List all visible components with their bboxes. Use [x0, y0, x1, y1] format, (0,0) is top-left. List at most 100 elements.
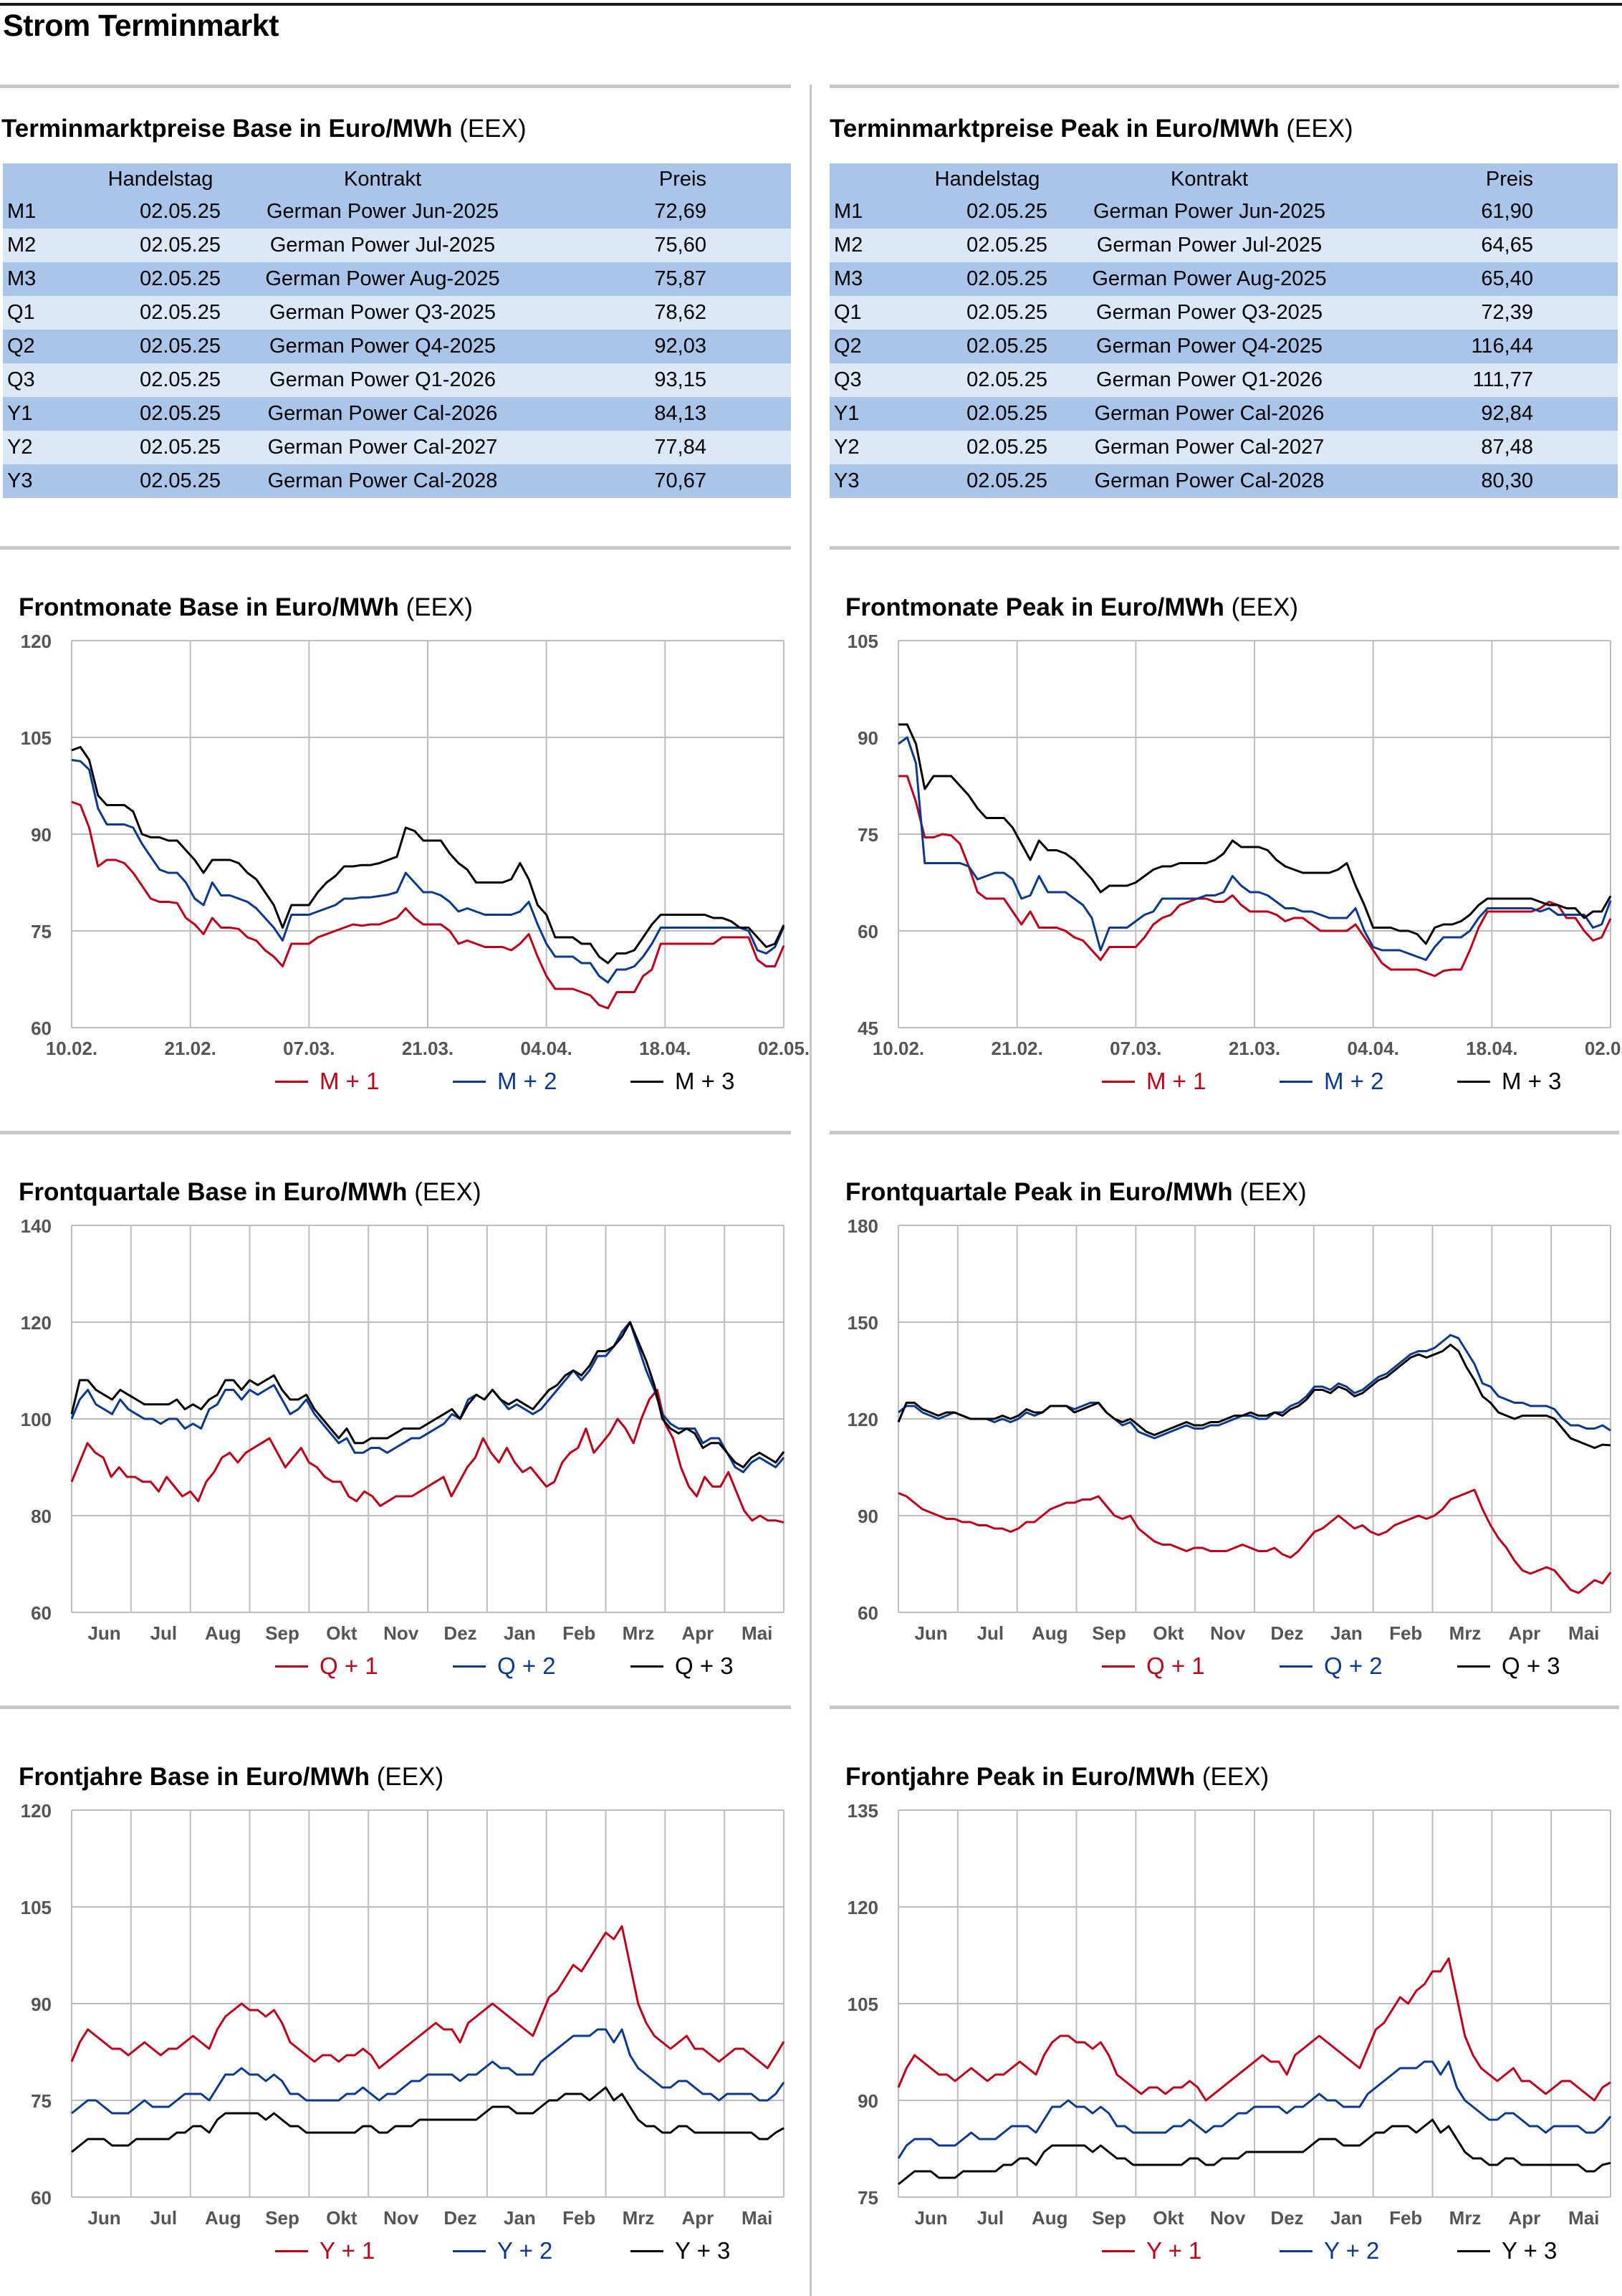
x-tick-label: Okt	[1153, 1622, 1184, 1644]
row-contract: German Power Q3-2025	[1059, 296, 1360, 330]
legend-item-3: Q + 3	[630, 1652, 808, 1680]
x-tick-label: Feb	[562, 1622, 595, 1644]
chart-title-source: (EEX)	[406, 593, 473, 621]
series-line-3	[897, 1344, 1611, 1449]
x-tick-label: 21.02.	[165, 1038, 216, 1059]
row-date: 02.05.25	[89, 464, 232, 498]
x-tick-label: Aug	[205, 2207, 241, 2229]
row-price: 72,69	[533, 195, 791, 229]
x-tick-label: Nov	[1210, 1622, 1246, 1644]
x-tick-label: Mai	[1568, 1622, 1599, 1644]
chart-frontjahre-peak: 75 90 105 120 135 Jun Jul Aug Sep Okt Nov Dez Jan Feb…	[848, 1800, 1612, 2229]
peak-table-title-source: (EEX)	[1286, 115, 1353, 143]
legend-item-2: M + 2	[1280, 1068, 1457, 1095]
separator-fy-left	[0, 1706, 791, 1709]
y-tick-label: 105	[21, 727, 52, 749]
table-row: Q2 02.05.25 German Power Q4-2025 116,44	[830, 330, 1618, 363]
table-row: Q1 02.05.25 German Power Q3-2025 78,62	[3, 296, 791, 330]
series-line-2	[71, 759, 785, 984]
row-date: 02.05.25	[916, 262, 1059, 296]
x-tick-label: Jul	[977, 2207, 1004, 2229]
row-code: Q1	[3, 296, 89, 330]
x-tick-label: 21.03.	[402, 1038, 454, 1059]
legend-label: Q + 3	[675, 1652, 734, 1679]
legend-item-2: Y + 2	[453, 2237, 630, 2264]
row-date: 02.05.25	[89, 229, 232, 262]
legend-swatch-red	[275, 2249, 308, 2252]
x-tick-label: 18.04.	[1466, 1038, 1517, 1059]
x-tick-label: 07.03.	[283, 1038, 335, 1059]
row-date: 02.05.25	[89, 397, 232, 431]
legend-item-3: Y + 3	[630, 2237, 808, 2264]
legend-item-1: Q + 1	[275, 1652, 453, 1680]
legend-label: Y + 1	[320, 2237, 375, 2264]
page-title: Strom Terminmarkt	[3, 9, 279, 43]
legend-label: Q + 1	[320, 1652, 378, 1679]
x-tick-label: Jun	[914, 2207, 947, 2229]
row-code: Y3	[3, 464, 89, 498]
chart-title-fy-peak: Frontjahre Peak in Euro/MWh (EEX)	[845, 1763, 1269, 1792]
legend-fy-base: Y + 1 Y + 2 Y + 3	[275, 2237, 808, 2264]
x-tick-label: Nov	[383, 1622, 419, 1644]
row-code: M2	[830, 229, 916, 262]
legend-label: M + 2	[1324, 1068, 1384, 1094]
series-line-1	[70, 1389, 784, 1524]
legend-label: Q + 2	[497, 1652, 556, 1679]
header-handelstag: Handelstag	[916, 163, 1059, 195]
legend-label: M + 3	[1502, 1068, 1562, 1094]
chart-title-fy-base: Frontjahre Base in Euro/MWh (EEX)	[19, 1763, 443, 1792]
row-date: 02.05.25	[916, 363, 1059, 397]
chart-title-main: Frontquartale Base in Euro/MWh	[19, 1178, 408, 1206]
legend-item-2: Q + 2	[453, 1652, 630, 1680]
row-code: Q3	[3, 363, 89, 397]
legend-item-1: Q + 1	[1102, 1652, 1280, 1680]
row-contract: German Power Jul-2025	[1059, 229, 1360, 262]
row-price: 93,15	[533, 363, 791, 397]
y-tick-label: 120	[848, 1409, 878, 1430]
x-tick-label: Sep	[265, 2207, 299, 2229]
row-date: 02.05.25	[916, 195, 1059, 229]
x-tick-label: Mai	[742, 1622, 772, 1644]
y-tick-label: 105	[848, 631, 878, 652]
table-row: Y2 02.05.25 German Power Cal-2027 87,48	[830, 431, 1618, 464]
legend-label: Y + 1	[1146, 2237, 1202, 2264]
table-row: Q3 02.05.25 German Power Q1-2026 93,15	[3, 363, 791, 397]
row-code: Y1	[3, 397, 89, 431]
table-row: Y3 02.05.25 German Power Cal-2028 80,30	[830, 464, 1618, 498]
chart-title-source: (EEX)	[376, 1763, 444, 1791]
y-tick-label: 75	[858, 824, 878, 846]
series-line-3	[898, 2118, 1611, 2186]
y-tick-label: 180	[848, 1215, 878, 1237]
chart-title-main: Frontquartale Peak in Euro/MWh	[845, 1178, 1233, 1206]
y-tick-label: 90	[31, 824, 52, 846]
x-tick-label: Nov	[383, 2207, 419, 2229]
legend-swatch-black	[1457, 1080, 1490, 1083]
x-tick-label: 10.02.	[873, 1038, 924, 1059]
table-row: Y1 02.05.25 German Power Cal-2026 92,84	[830, 397, 1618, 431]
legend-label: M + 1	[320, 1068, 380, 1094]
row-date: 02.05.25	[916, 431, 1059, 464]
x-tick-label: 04.04.	[521, 1038, 572, 1059]
legend-label: Y + 3	[1502, 2237, 1558, 2264]
legend-swatch-red	[1102, 2249, 1135, 2252]
table-row: Q2 02.05.25 German Power Q4-2025 92,03	[3, 330, 791, 363]
row-price: 116,44	[1360, 330, 1618, 363]
legend-swatch-blue	[453, 1665, 486, 1668]
x-tick-label: 10.02.	[46, 1038, 97, 1059]
y-tick-label: 60	[31, 1018, 52, 1039]
legend-label: Q + 2	[1324, 1652, 1383, 1679]
row-price: 87,48	[1360, 431, 1618, 464]
row-price: 84,13	[533, 397, 791, 431]
row-contract: German Power Cal-2027	[1059, 431, 1360, 464]
header-preis: Preis	[1360, 163, 1618, 195]
series-line-3	[71, 746, 785, 965]
table-row: Y1 02.05.25 German Power Cal-2026 84,13	[3, 397, 791, 431]
table-row: Q3 02.05.25 German Power Q1-2026 111,77	[830, 363, 1618, 397]
legend-swatch-blue	[1280, 1080, 1313, 1083]
chart-title-fm-peak: Frontmonate Peak in Euro/MWh (EEX)	[845, 593, 1298, 622]
row-code: Q2	[3, 330, 89, 363]
legend-fq-base: Q + 1 Q + 2 Q + 3	[275, 1652, 808, 1680]
header-preis: Preis	[533, 163, 791, 195]
legend-item-3: M + 3	[630, 1068, 808, 1095]
legend-swatch-black	[630, 2249, 663, 2252]
